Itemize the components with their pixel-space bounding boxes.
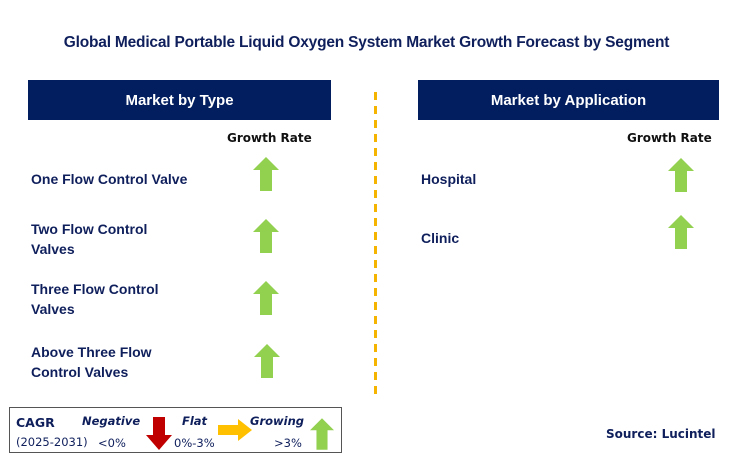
panel-header-type: Market by Type bbox=[28, 80, 331, 120]
dashed-divider bbox=[374, 92, 377, 394]
yellow-right-arrow-icon bbox=[218, 419, 252, 441]
source-label: Source: Lucintel bbox=[606, 427, 716, 441]
legend-cagr-label: CAGR bbox=[16, 415, 55, 430]
legend-negative-label: Negative bbox=[82, 414, 141, 428]
legend-negative-range: <0% bbox=[98, 436, 126, 450]
legend-growing-label: Growing bbox=[250, 414, 304, 428]
page-title: Global Medical Portable Liquid Oxygen Sy… bbox=[63, 34, 670, 51]
type-label-4-line2: Control Valves bbox=[31, 364, 129, 380]
green-up-arrow-icon bbox=[310, 418, 334, 450]
green-up-arrow-icon bbox=[668, 158, 694, 192]
type-label-2-line1: Two Flow Control bbox=[31, 221, 148, 237]
type-label-3-line1: Three Flow Control bbox=[31, 281, 159, 297]
legend-period: (2025-2031) bbox=[16, 435, 88, 449]
growth-rate-header-application: Growth Rate bbox=[627, 131, 712, 145]
legend-growing-range: >3% bbox=[274, 436, 302, 450]
type-label-4-line1: Above Three Flow bbox=[31, 344, 152, 360]
red-down-arrow-icon bbox=[146, 417, 172, 450]
cagr-legend: CAGR (2025-2031) Negative <0% Flat 0%-3%… bbox=[9, 407, 342, 453]
green-up-arrow-icon bbox=[254, 344, 280, 378]
type-row-label: One Flow Control Valve bbox=[31, 169, 187, 189]
type-row-label: Three Flow Control Valves bbox=[31, 279, 159, 319]
application-label-1: Hospital bbox=[421, 171, 477, 187]
type-label-1: One Flow Control Valve bbox=[31, 171, 188, 187]
legend-flat-range: 0%-3% bbox=[174, 436, 215, 450]
growth-rate-header-type: Growth Rate bbox=[227, 131, 312, 145]
application-label-2: Clinic bbox=[421, 230, 460, 246]
type-label-2-line2: Valves bbox=[31, 241, 75, 257]
type-row-label: Two Flow Control Valves bbox=[31, 219, 147, 259]
green-up-arrow-icon bbox=[253, 281, 279, 315]
type-row-label: Above Three Flow Control Valves bbox=[31, 342, 152, 382]
legend-flat-label: Flat bbox=[182, 414, 208, 428]
green-up-arrow-icon bbox=[253, 157, 279, 191]
green-up-arrow-icon bbox=[253, 219, 279, 253]
green-up-arrow-icon bbox=[668, 215, 694, 249]
panel-header-application: Market by Application bbox=[418, 80, 719, 120]
type-label-3-line2: Valves bbox=[31, 301, 75, 317]
